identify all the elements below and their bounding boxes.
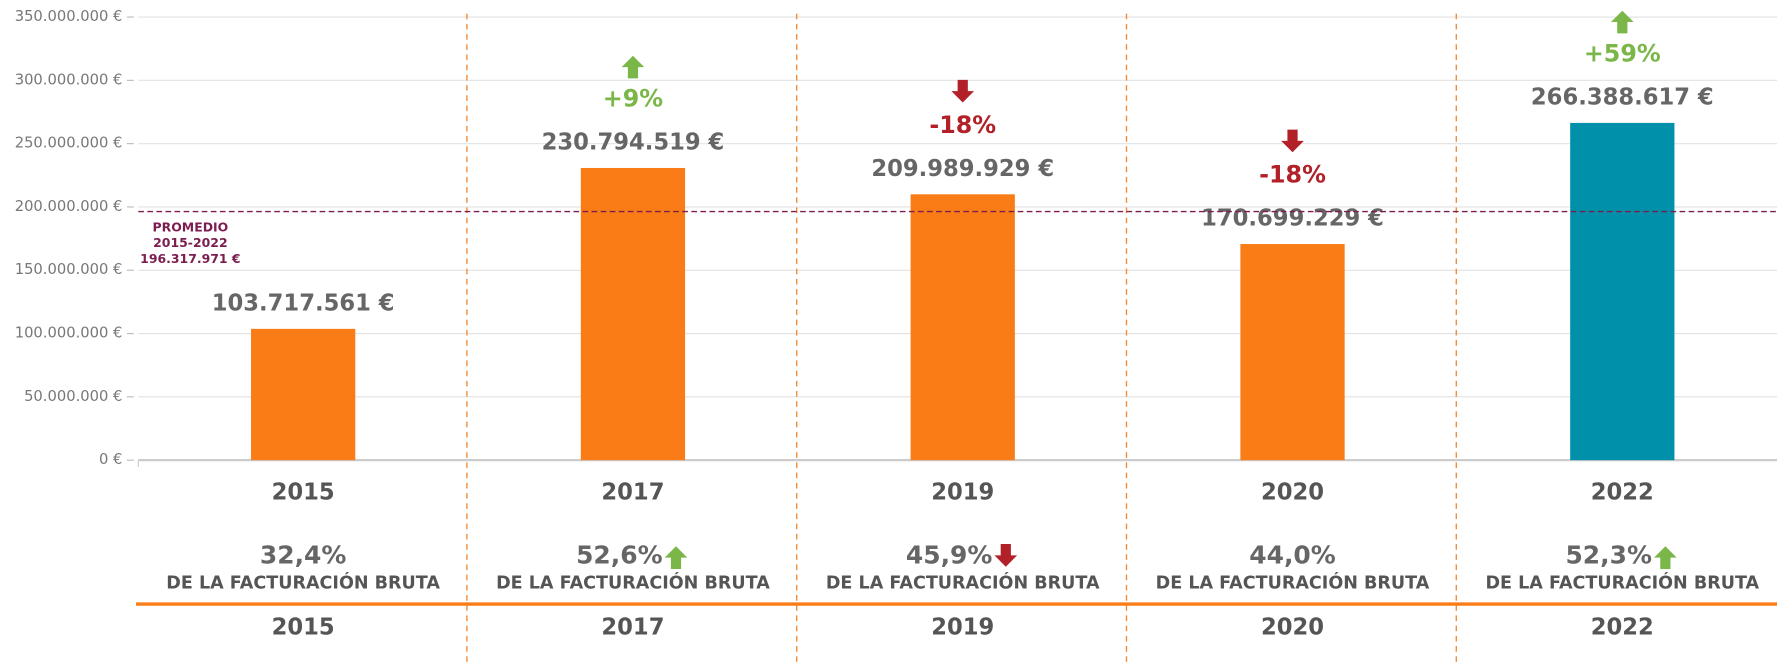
arrow-up [1654,546,1677,569]
share-value: 45,9% [906,540,992,569]
arrow-down [951,79,975,103]
share-value: 44,0% [1249,540,1335,569]
share-caption: DE LA FACTURACIÓN BRUTA [1485,572,1759,594]
y-tick-label: 150.000.000 € [15,261,123,278]
year-label: 2022 [1591,614,1654,640]
x-tick-label: 2017 [601,480,664,506]
bar [1570,122,1675,461]
y-tick-label: 200.000.000 € [15,198,123,215]
value-label: 266.388.617 € [1531,84,1714,110]
average-value-label: 196.317.971 € [140,251,240,266]
arrow-down [994,544,1018,567]
share-caption: DE LA FACTURACIÓN BRUTA [496,572,770,594]
average-label: PROMEDIO [153,219,229,234]
value-label: 230.794.519 € [542,130,725,156]
arrow-up [621,55,645,79]
y-tick-label: 100.000.000 € [15,325,123,342]
change-label: +59% [1584,39,1661,67]
change-label: -18% [929,111,996,139]
share-caption: DE LA FACTURACIÓN BRUTA [1156,572,1430,594]
value-label: 103.717.561 € [212,290,395,316]
change-label: -18% [1259,161,1326,189]
y-tick-label: 50.000.000 € [24,388,122,405]
share-caption: DE LA FACTURACIÓN BRUTA [826,572,1100,594]
bar [1240,244,1345,461]
year-label: 2015 [272,614,335,640]
arrow-up [1610,10,1634,34]
y-tick-label: 0 € [99,451,122,468]
year-label: 2020 [1261,614,1324,640]
y-tick-label: 350.000.000 € [15,8,123,25]
year-label: 2017 [601,614,664,640]
x-tick-label: 2019 [931,480,994,506]
arrow-up [664,546,688,569]
year-label: 2019 [931,614,994,640]
bar [251,328,356,461]
y-tick-label: 250.000.000 € [15,135,123,152]
arrow-down [1281,129,1304,153]
x-tick-label: 2015 [272,480,335,506]
average-label: 2015-2022 [153,235,228,250]
bar [580,167,686,461]
x-tick-label: 2022 [1591,480,1654,506]
bar [910,194,1015,461]
share-caption: DE LA FACTURACIÓN BRUTA [166,572,440,594]
share-value: 52,3% [1565,540,1651,569]
value-label: 170.699.229 € [1201,206,1384,232]
share-value: 52,6% [576,540,662,569]
change-label: +9% [603,84,663,112]
x-tick-label: 2020 [1261,480,1324,506]
value-label: 209.989.929 € [871,156,1054,182]
share-value: 32,4% [260,540,346,569]
y-tick-label: 300.000.000 € [15,71,123,88]
